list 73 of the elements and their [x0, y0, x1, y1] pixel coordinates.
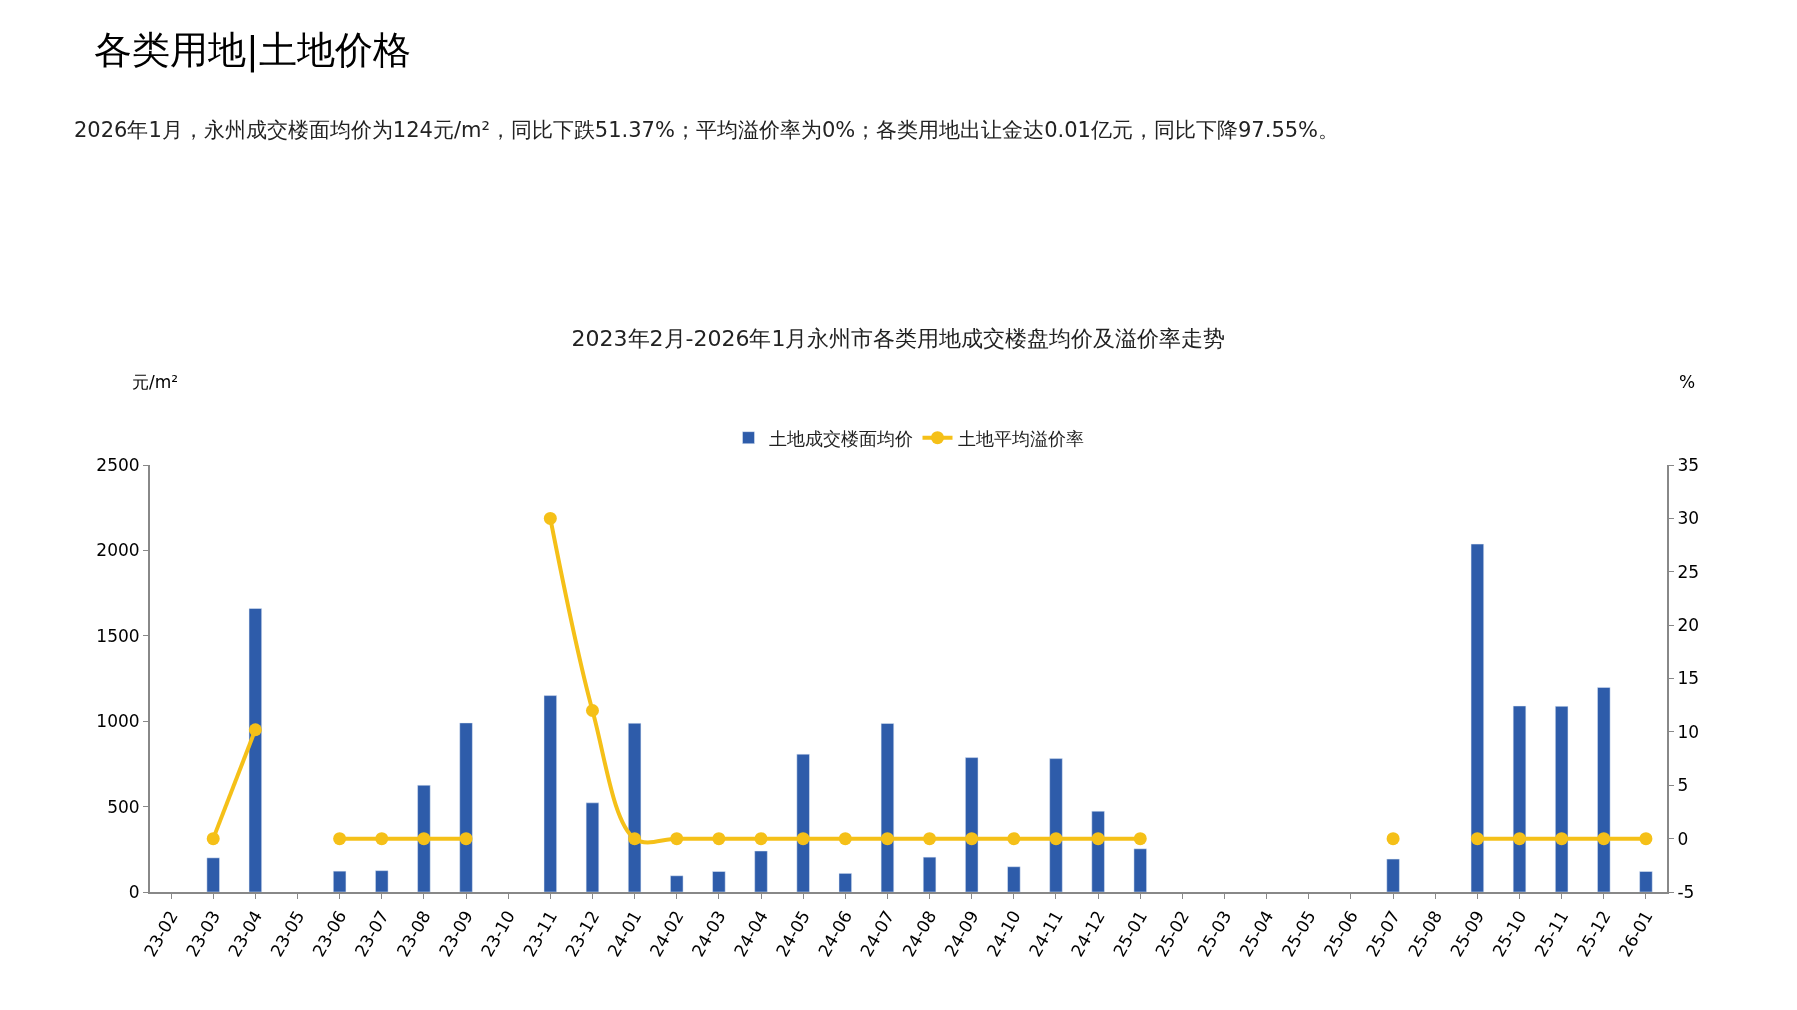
- point: [712, 832, 726, 846]
- point: [754, 832, 768, 846]
- point: [248, 723, 262, 737]
- y2-tick-label: 25: [1677, 561, 1700, 582]
- point: [543, 511, 557, 525]
- bar: [1597, 687, 1611, 892]
- bar: [1555, 706, 1569, 892]
- point: [838, 832, 852, 846]
- bar: [754, 850, 768, 892]
- point: [1049, 832, 1063, 846]
- bar: [1007, 866, 1021, 892]
- y2-tick-label: 35: [1677, 454, 1700, 475]
- point: [1639, 832, 1653, 846]
- point: [796, 832, 810, 846]
- bar: [796, 753, 810, 892]
- point: [585, 704, 599, 718]
- bar: [670, 875, 684, 892]
- y2-axis-title: %: [1679, 372, 1696, 392]
- y-axis-title: 元/m²: [132, 372, 179, 392]
- point: [628, 832, 642, 846]
- bar: [628, 723, 642, 892]
- y2-tick-label: 5: [1677, 775, 1689, 796]
- point: [1007, 832, 1021, 846]
- y2-tick-label: 20: [1677, 615, 1700, 636]
- point: [1597, 832, 1611, 846]
- chart-subtitle: 2026年1月，永州成交楼面均价为124元/m²，同比下跌51.37%；平均溢价率为0%；各类用地出让金达0.01亿元，同比下降97.55%。: [74, 118, 1340, 142]
- point: [459, 832, 473, 846]
- legend-label: 土地平均溢价率: [957, 427, 1084, 449]
- point: [1386, 832, 1400, 846]
- point: [1133, 832, 1147, 846]
- point: [417, 832, 431, 846]
- y2-tick-label: 10: [1677, 721, 1700, 742]
- bar: [417, 785, 431, 892]
- bar: [1386, 858, 1400, 892]
- bar: [712, 871, 726, 892]
- bar: [838, 873, 852, 892]
- bar: [543, 695, 557, 892]
- point: [1470, 832, 1484, 846]
- point: [1555, 832, 1569, 846]
- bar: [459, 722, 473, 892]
- text: 各类用地|土地价格: [94, 28, 411, 73]
- y-tick-label: 500: [107, 796, 140, 817]
- chart-title: 2023年2月-2026年1月永州市各类用地成交楼盘均价及溢价率走势: [571, 325, 1226, 351]
- point: [375, 832, 389, 846]
- y-tick-label: 2000: [96, 540, 140, 561]
- bar: [1639, 871, 1653, 892]
- legend-label: 土地成交楼面均价: [768, 427, 913, 449]
- point: [670, 832, 684, 846]
- bar: [1470, 543, 1484, 892]
- point: [333, 832, 347, 846]
- point: [1513, 832, 1527, 846]
- bar: [375, 870, 389, 892]
- bar: [585, 802, 600, 892]
- y2-tick-label: -5: [1677, 881, 1695, 902]
- y2-tick-label: 15: [1677, 668, 1700, 689]
- bar: [206, 857, 220, 892]
- point: [965, 832, 979, 846]
- y2-tick-label: 30: [1677, 508, 1700, 529]
- point: [880, 832, 894, 846]
- y-tick-label: 2500: [96, 454, 140, 475]
- bar: [923, 856, 937, 892]
- bar: [965, 757, 979, 892]
- point: [923, 832, 937, 846]
- y-tick-label: 1000: [96, 711, 140, 732]
- y-tick-label: 0: [128, 881, 140, 902]
- y-tick-label: 1500: [96, 625, 140, 646]
- bar: [1049, 758, 1063, 892]
- y2-tick-label: 0: [1677, 828, 1689, 849]
- bar: [333, 870, 347, 892]
- bar: [880, 723, 894, 892]
- bar: [1512, 705, 1527, 892]
- bar: [1133, 848, 1147, 892]
- point: [206, 832, 220, 846]
